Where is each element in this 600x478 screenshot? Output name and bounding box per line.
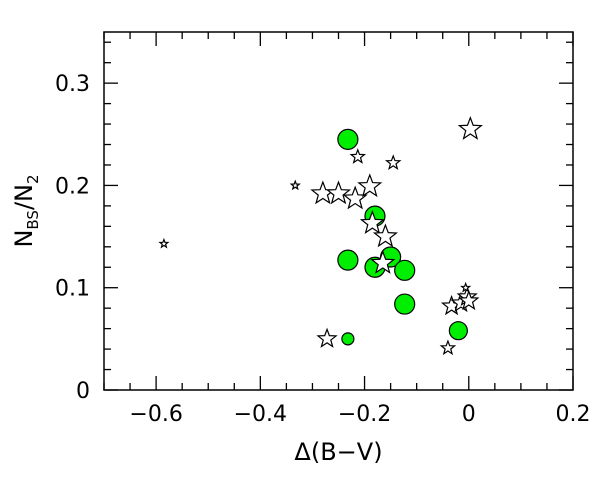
star-point bbox=[289, 179, 301, 191]
y-axis-title-sub1: BS bbox=[24, 210, 42, 230]
star-point bbox=[325, 180, 352, 205]
star-point bbox=[359, 210, 385, 234]
y-axis-title: NBS/N2 bbox=[10, 174, 42, 247]
circle-point bbox=[394, 259, 416, 281]
circle-point bbox=[448, 321, 468, 341]
star-point bbox=[372, 223, 398, 248]
y-axis-title-sub2: 2 bbox=[24, 174, 42, 184]
star-point bbox=[439, 339, 457, 356]
y-tick-label: 0.2 bbox=[55, 174, 90, 199]
x-tick-label: 0 bbox=[462, 402, 476, 427]
x-axis-title: Δ(B−V) bbox=[294, 438, 382, 466]
star-point bbox=[316, 327, 338, 348]
x-tick-label: −0.4 bbox=[234, 402, 287, 427]
circle-point bbox=[337, 128, 359, 150]
star-point bbox=[457, 115, 483, 140]
y-axis-title-main: N bbox=[10, 230, 38, 248]
points-layer bbox=[158, 115, 483, 356]
circle-point bbox=[341, 332, 355, 346]
y-tick-label: 0.3 bbox=[55, 72, 90, 97]
star-point bbox=[349, 148, 367, 164]
star-point bbox=[384, 154, 402, 170]
x-tick-label: 0.2 bbox=[556, 402, 591, 427]
star-point bbox=[158, 237, 170, 249]
star-point bbox=[357, 173, 383, 198]
y-tick-labels: 0 0.1 0.2 0.3 bbox=[55, 72, 90, 404]
ticks-layer bbox=[103, 32, 574, 391]
circle-point bbox=[394, 293, 416, 315]
x-tick-label: −0.2 bbox=[338, 402, 391, 427]
y-tick-label: 0.1 bbox=[55, 277, 90, 302]
circle-point bbox=[337, 249, 359, 271]
star-point bbox=[458, 289, 480, 311]
y-axis-title-mid: /N bbox=[10, 184, 38, 210]
y-tick-label: 0 bbox=[76, 379, 90, 404]
star-point bbox=[370, 249, 396, 274]
star-point bbox=[460, 281, 472, 293]
x-tick-labels: −0.6 −0.4 −0.2 0 0.2 bbox=[129, 402, 590, 427]
x-tick-label: −0.6 bbox=[129, 402, 182, 427]
plot-frame bbox=[103, 31, 574, 391]
